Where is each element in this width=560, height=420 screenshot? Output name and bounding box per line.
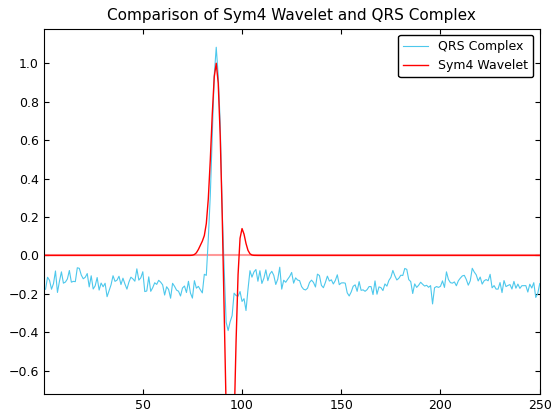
Sym4 Wavelet	[332, 253, 339, 258]
Sym4 Wavelet	[124, 253, 130, 258]
QRS Complex	[213, 45, 220, 50]
Sym4 Wavelet	[520, 253, 527, 258]
Sym4 Wavelet	[245, 248, 251, 253]
Sym4 Wavelet	[42, 253, 49, 258]
QRS Complex	[332, 278, 339, 283]
Sym4 Wavelet	[388, 253, 394, 258]
QRS Complex	[250, 269, 257, 274]
Sym4 Wavelet	[213, 61, 220, 66]
Sym4 Wavelet	[250, 253, 257, 258]
QRS Complex	[42, 287, 49, 292]
QRS Complex	[245, 287, 251, 292]
QRS Complex	[388, 275, 394, 280]
QRS Complex	[124, 286, 130, 291]
QRS Complex	[520, 283, 527, 288]
Line: QRS Complex: QRS Complex	[45, 47, 540, 331]
Legend: QRS Complex, Sym4 Wavelet: QRS Complex, Sym4 Wavelet	[399, 35, 534, 77]
QRS Complex	[536, 281, 543, 286]
Sym4 Wavelet	[536, 253, 543, 258]
Line: Sym4 Wavelet: Sym4 Wavelet	[45, 63, 540, 420]
QRS Complex	[225, 328, 231, 333]
Title: Comparison of Sym4 Wavelet and QRS Complex: Comparison of Sym4 Wavelet and QRS Compl…	[107, 8, 476, 24]
